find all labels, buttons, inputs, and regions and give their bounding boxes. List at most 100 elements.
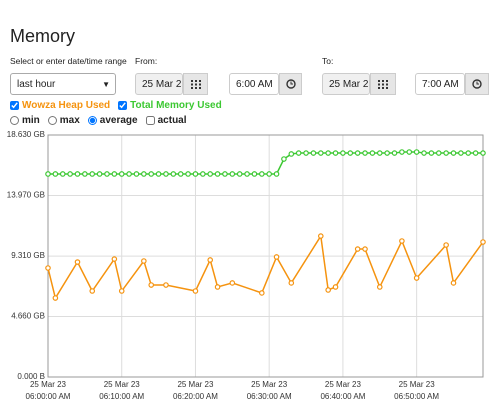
data-point (317, 233, 324, 239)
legend-checkbox[interactable] (10, 101, 19, 110)
mode-radio[interactable] (47, 116, 57, 125)
data-point (362, 150, 368, 156)
data-point (413, 275, 420, 281)
data-point (273, 171, 280, 177)
data-point (421, 150, 427, 156)
data-point (67, 171, 73, 177)
data-point (229, 171, 236, 177)
data-point (52, 295, 59, 301)
data-point (89, 288, 96, 294)
data-point (251, 171, 258, 177)
data-point (376, 150, 383, 156)
data-point (317, 150, 324, 156)
data-point (148, 282, 155, 288)
data-point (295, 150, 302, 156)
data-point (236, 171, 243, 177)
data-point (384, 150, 390, 156)
data-point (310, 150, 317, 156)
actual-label: actual (157, 115, 187, 126)
data-point (185, 171, 191, 177)
data-point (259, 171, 265, 177)
x-tick-label: 25 Mar 23 (30, 380, 67, 389)
calendar-icon (378, 79, 388, 89)
range-select[interactable]: last hour ▼ (10, 73, 116, 95)
data-point (111, 256, 118, 262)
to-time-button[interactable] (465, 73, 489, 95)
data-point (288, 280, 295, 286)
data-point (354, 246, 361, 252)
clock-icon (472, 79, 482, 89)
data-point (325, 287, 331, 293)
x-tick-label: 06:30:00 AM (247, 392, 292, 401)
data-point (399, 238, 405, 244)
to-label: To: (322, 56, 334, 66)
data-point (118, 171, 125, 177)
data-point (354, 150, 361, 156)
y-tick-label: 9.310 GB (11, 251, 45, 260)
page-title: Memory (10, 26, 76, 46)
y-tick-label: 13.970 GB (7, 191, 45, 200)
to-date-button[interactable] (370, 73, 396, 95)
from-time-value: 6:00 AM (236, 79, 273, 90)
to-time[interactable]: 7:00 AM (415, 73, 465, 95)
data-point (177, 171, 184, 177)
mode-radio[interactable] (10, 116, 19, 125)
select-arrow: ▼ (102, 80, 110, 89)
data-point (428, 150, 435, 156)
from-time[interactable]: 6:00 AM (229, 73, 279, 95)
data-point (229, 280, 236, 286)
data-point (111, 171, 118, 177)
x-tick-label: 25 Mar 23 (104, 380, 141, 389)
data-point (406, 149, 413, 155)
data-point (266, 171, 272, 177)
from-date-value: 25 Mar 23 (142, 79, 183, 90)
chart: 0.000 B 4.660 GB 9.310 GB 13.970 GB 18.630 G… (7, 130, 486, 401)
data-point (480, 239, 486, 245)
data-point (259, 290, 265, 296)
data-point (200, 171, 206, 177)
to-date[interactable]: 25 Mar 23 (322, 73, 370, 95)
plot-border (47, 134, 484, 378)
data-point (214, 284, 221, 290)
data-point (281, 156, 287, 162)
data-point (443, 242, 449, 248)
data-point (207, 257, 214, 263)
y-tick-label: 18.630 GB (7, 130, 45, 139)
from-date[interactable]: 25 Mar 23 (135, 73, 183, 95)
data-point (163, 171, 169, 177)
x-tick-label: 25 Mar 23 (251, 380, 288, 389)
data-point (347, 150, 354, 156)
legend-checkbox[interactable] (118, 101, 128, 110)
data-point (104, 171, 110, 177)
series-line (48, 151, 483, 175)
data-point (399, 149, 405, 155)
mode-label: max (59, 115, 80, 126)
data-point (362, 246, 368, 252)
data-point (214, 171, 221, 177)
data-point (141, 171, 147, 177)
mode-label: min (22, 115, 40, 126)
to-time-value: 7:00 AM (422, 79, 459, 90)
data-point (413, 149, 420, 155)
data-point (74, 171, 81, 177)
data-point (325, 150, 331, 156)
data-point (303, 150, 309, 156)
data-point (443, 150, 449, 156)
data-point (133, 171, 140, 177)
mode-options: min max average actual (10, 115, 187, 126)
from-time-button[interactable] (279, 73, 302, 95)
x-tick-label: 06:20:00 AM (173, 392, 218, 401)
y-tick-label: 4.660 GB (11, 312, 45, 321)
data-point (340, 150, 346, 156)
legend: Wowza Heap Used Total Memory Used (10, 100, 230, 111)
mode-radio[interactable] (87, 116, 97, 125)
actual-checkbox[interactable] (145, 116, 155, 125)
clock-icon (285, 79, 296, 89)
from-date-button[interactable] (183, 73, 208, 95)
data-point (170, 171, 177, 177)
data-point (163, 282, 169, 288)
legend-entry: Total Memory Used (130, 100, 222, 111)
data-point (244, 171, 250, 177)
data-point (450, 280, 457, 286)
data-point (192, 288, 199, 294)
